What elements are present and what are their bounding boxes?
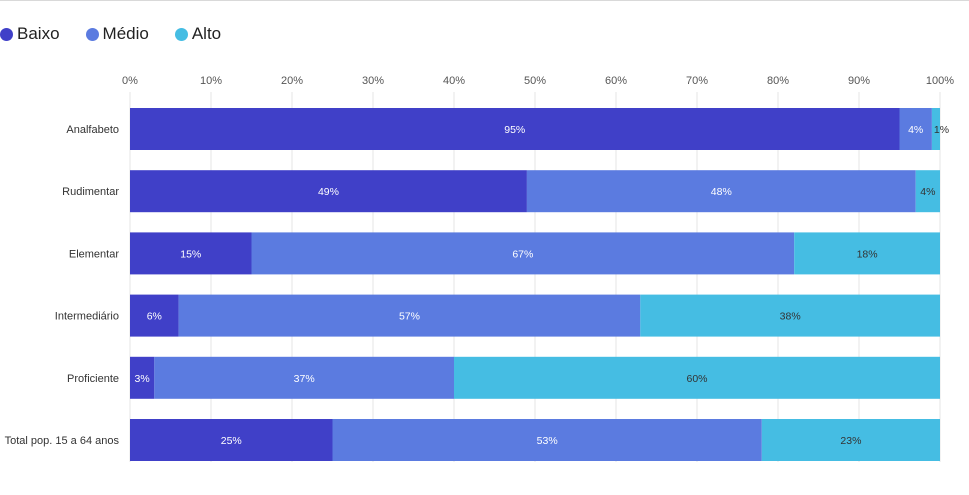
bar-segment [130,294,179,337]
bar-segment [454,356,940,399]
bar-segment [640,294,940,337]
bar-segment [251,232,795,275]
x-tick-label: 0% [122,75,138,87]
legend-swatch-alto [174,27,188,41]
legend-item-alto[interactable]: Alto [174,24,222,44]
data-label: 25% [221,435,242,447]
data-label: 67% [512,248,533,260]
bar-segment [915,170,940,213]
legend-item-baixo[interactable]: Baixo [0,24,60,44]
data-label: 37% [294,373,315,385]
legend-swatch-baixo [0,27,13,41]
bar-segment [130,356,155,399]
bar-segment [130,170,527,213]
legend-label-medio: Médio [102,24,149,43]
category-label: Rudimentar [62,186,119,198]
bar-segment [794,232,940,275]
bar-segment [178,294,641,337]
x-tick-label: 70% [686,75,708,87]
bar-segment [332,419,762,461]
x-tick-label: 60% [605,75,627,87]
data-label: 6% [147,311,162,323]
data-label: 38% [780,311,801,323]
category-label: Proficiente [67,373,119,385]
x-tick-label: 20% [281,75,303,87]
data-label: 4% [908,124,923,136]
x-tick-label: 50% [524,75,546,87]
x-tick-label: 30% [362,75,384,87]
bar-segment [526,170,916,213]
bar-segment [931,108,940,150]
x-tick-label: 100% [926,75,954,87]
data-label: 57% [399,311,420,323]
bar-segment [130,108,900,150]
category-label: Total pop. 15 a 64 anos [5,435,120,447]
bar-segment [761,419,940,461]
data-label: 23% [840,435,861,447]
data-label: 48% [711,186,732,198]
legend-label-alto: Alto [191,24,222,43]
data-label: 60% [686,373,707,385]
data-label: 3% [135,373,150,385]
legend-swatch-medio [85,27,99,41]
x-tick-label: 90% [848,75,870,87]
x-tick-label: 10% [200,75,222,87]
category-label: Intermediário [55,311,119,323]
x-tick-label: 40% [443,75,465,87]
legend-label-baixo: Baixo [17,24,60,43]
data-label: 4% [920,186,935,198]
category-label: Elementar [69,248,119,260]
chart-legend: Baixo Médio Alto [0,24,221,44]
legend-item-medio[interactable]: Médio [85,24,149,44]
top-divider [0,0,969,1]
data-label: 15% [180,248,201,260]
x-tick-label: 80% [767,75,789,87]
category-label: Analfabeto [66,124,119,136]
data-label: 18% [857,248,878,260]
data-label: 95% [504,124,525,136]
data-label: 53% [537,435,558,447]
bar-segment [130,419,333,461]
data-label: 1% [934,124,949,136]
bar-segment [154,356,455,399]
bar-segment [130,232,252,275]
data-label: 49% [318,186,339,198]
bar-segment [899,108,932,150]
